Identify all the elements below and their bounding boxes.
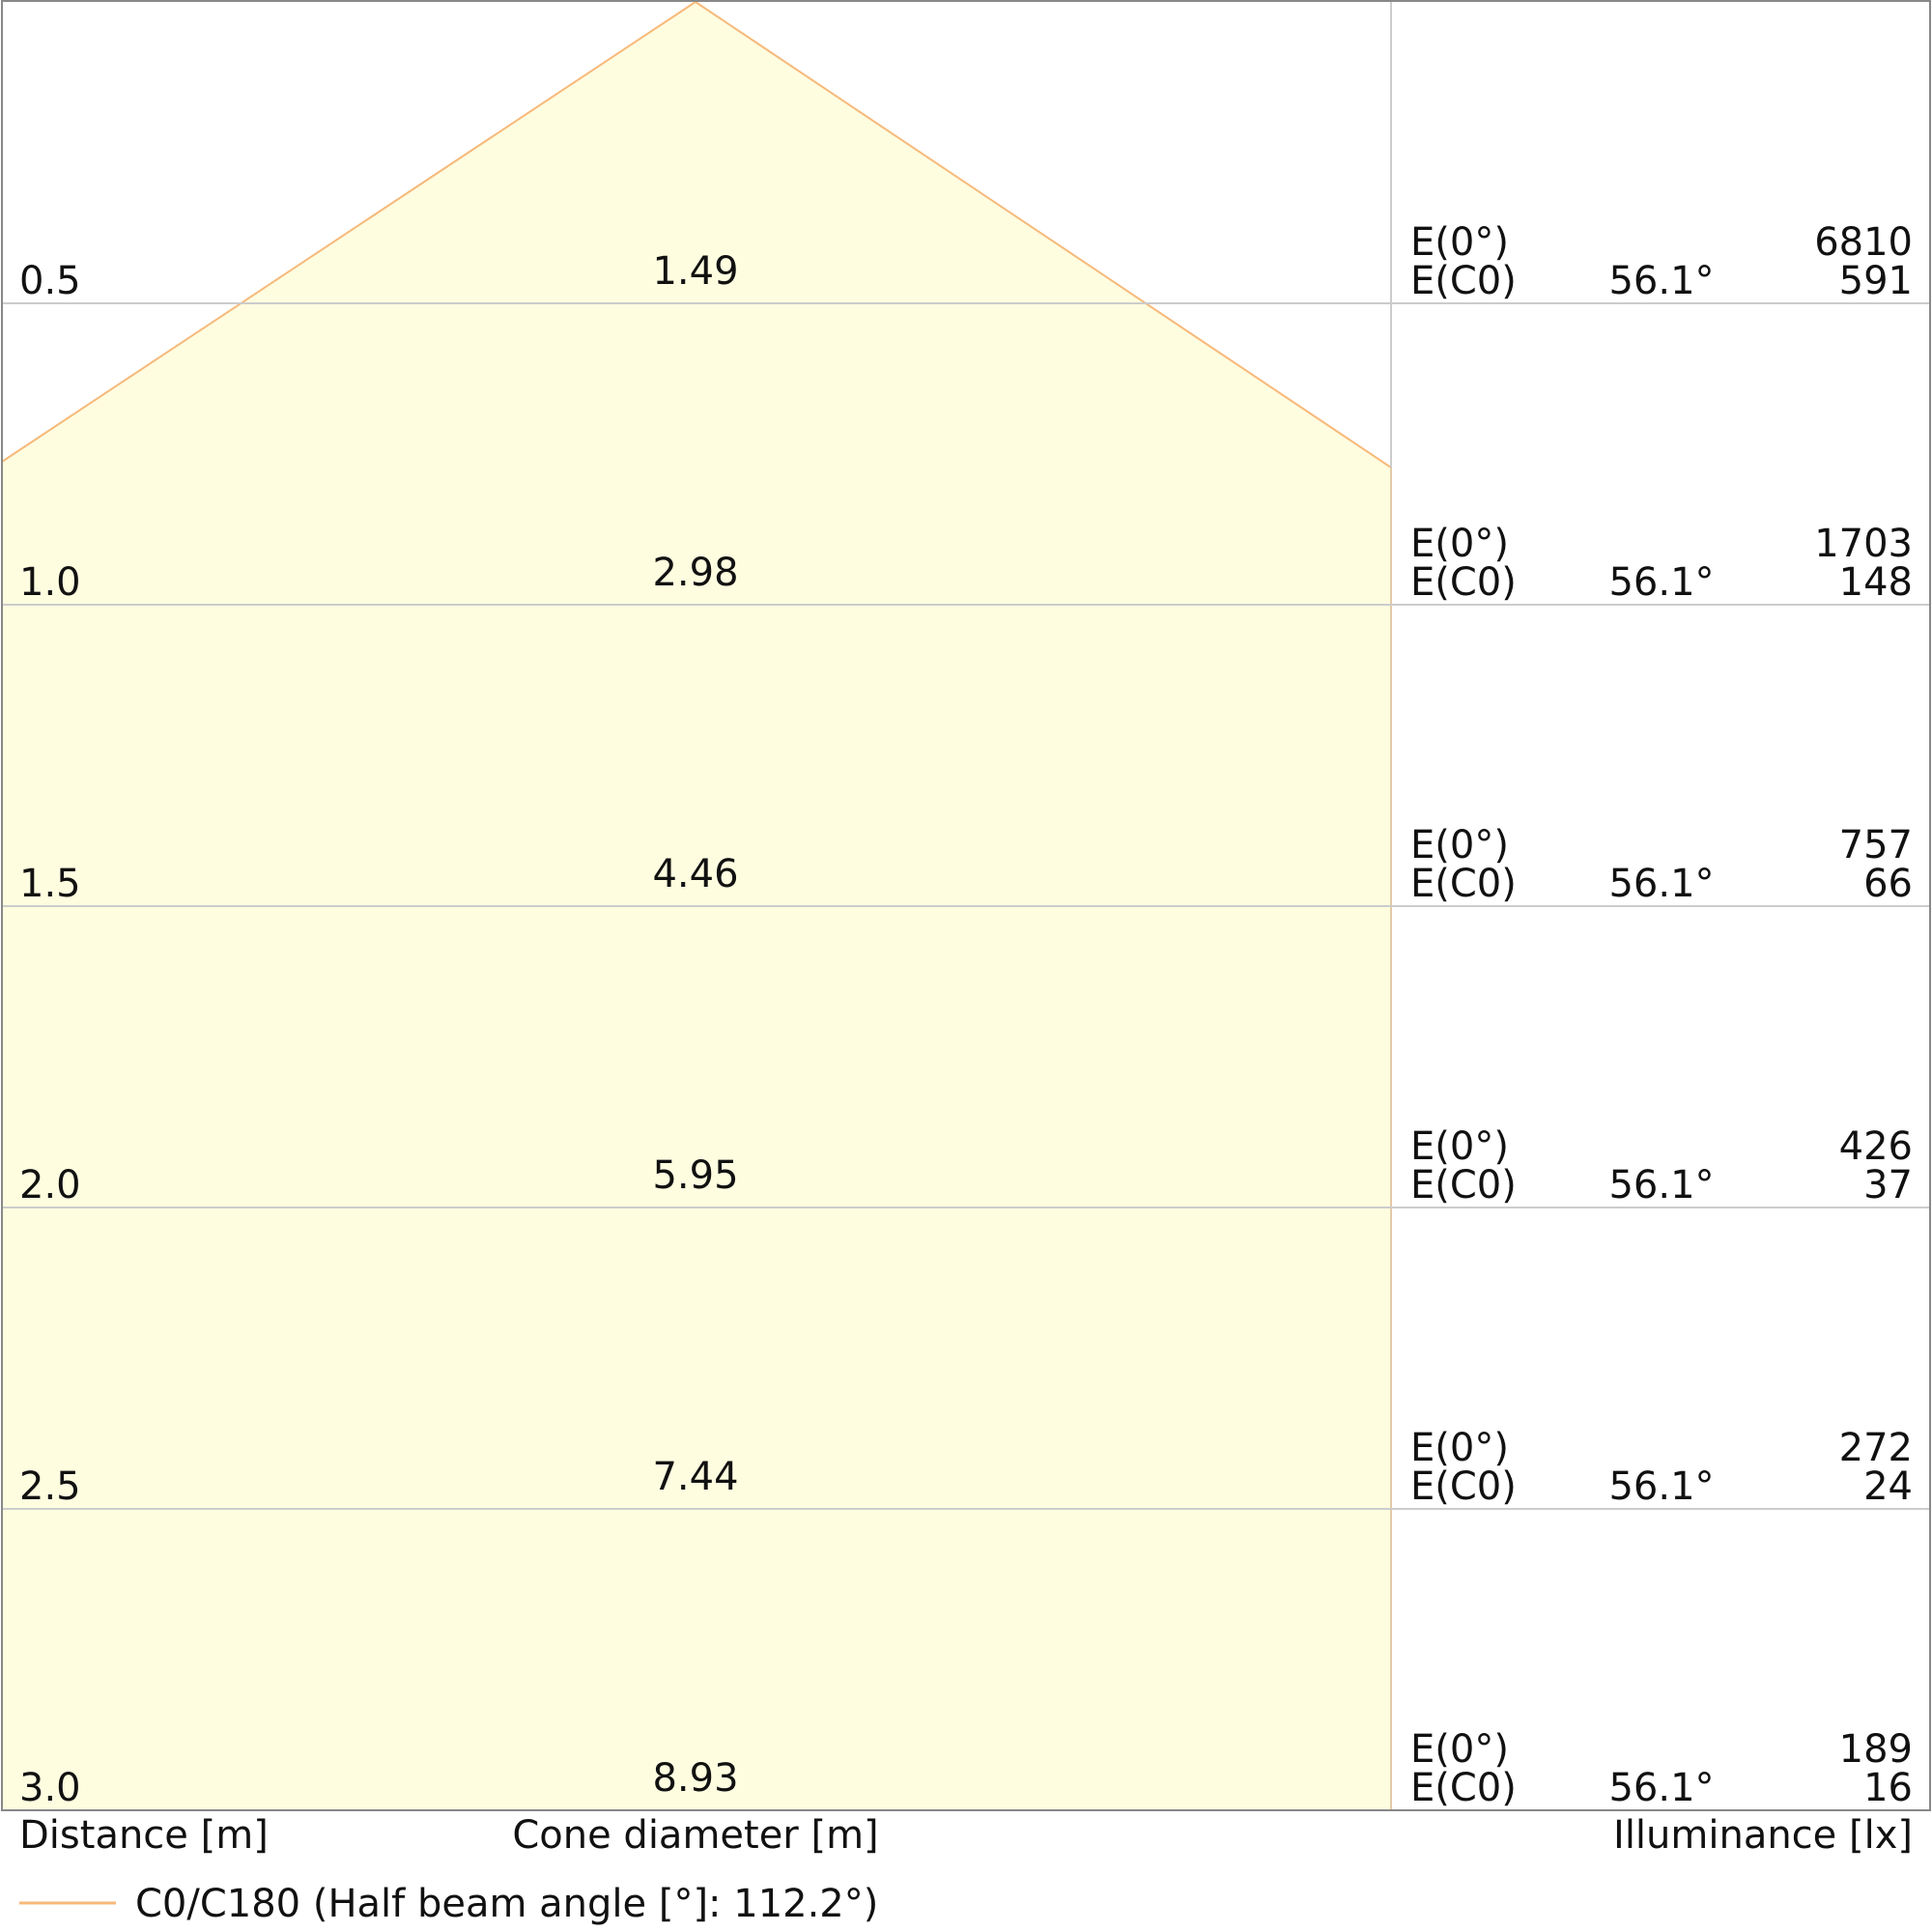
- beam-angle-label: 56.1°: [1608, 1766, 1714, 1810]
- distance-label: 1.0: [19, 560, 81, 605]
- e0-label: E(0°): [1410, 522, 1509, 566]
- cone-diameter-label: 4.46: [652, 852, 738, 896]
- beam-angle-label: 56.1°: [1608, 862, 1714, 906]
- beam-angle-label: 56.1°: [1608, 1464, 1714, 1509]
- ec0-label: E(C0): [1410, 1163, 1517, 1208]
- ec0-value: 16: [1863, 1766, 1913, 1810]
- e0-value: 189: [1839, 1727, 1913, 1772]
- e0-value: 757: [1839, 823, 1913, 867]
- illuminance-axis-label: Illuminance [lx]: [1613, 1813, 1913, 1858]
- e0-label: E(0°): [1410, 1426, 1509, 1470]
- ec0-label: E(C0): [1410, 259, 1517, 303]
- distance-label: 1.5: [19, 862, 81, 906]
- ec0-label: E(C0): [1410, 1766, 1517, 1810]
- ec0-value: 591: [1839, 259, 1913, 303]
- e0-label: E(0°): [1410, 220, 1509, 265]
- frame-layer: [1, 0, 1931, 1811]
- ec0-label: E(C0): [1410, 1464, 1517, 1509]
- e0-value: 272: [1839, 1426, 1913, 1470]
- ec0-label: E(C0): [1410, 560, 1517, 605]
- cone-diameter-label: 1.49: [652, 249, 738, 294]
- distance-label: 3.0: [19, 1766, 81, 1810]
- distance-label: 0.5: [19, 259, 81, 303]
- cone-diameter-axis-label: Cone diameter [m]: [512, 1813, 878, 1858]
- cone-diameter-label: 8.93: [652, 1756, 738, 1801]
- ec0-value: 148: [1839, 560, 1913, 605]
- distance-label: 2.0: [19, 1163, 81, 1208]
- e0-label: E(0°): [1410, 1727, 1509, 1772]
- plot-frame: [1, 0, 1931, 1811]
- e0-label: E(0°): [1410, 1124, 1509, 1169]
- distance-axis-label: Distance [m]: [19, 1813, 269, 1858]
- e0-value: 1703: [1814, 522, 1913, 566]
- ec0-value: 37: [1863, 1163, 1913, 1208]
- cone-diameter-label: 7.44: [652, 1455, 738, 1499]
- ec0-value: 66: [1863, 862, 1913, 906]
- beam-angle-label: 56.1°: [1608, 259, 1714, 303]
- legend-label: C0/C180 (Half beam angle [°]: 112.2°): [135, 1882, 878, 1926]
- beam-angle-label: 56.1°: [1608, 560, 1714, 605]
- ec0-value: 24: [1863, 1464, 1913, 1509]
- e0-label: E(0°): [1410, 823, 1509, 867]
- e0-value: 426: [1839, 1124, 1913, 1169]
- beam-angle-label: 56.1°: [1608, 1163, 1714, 1208]
- distance-label: 2.5: [19, 1464, 81, 1509]
- grid-layer: [2, 2, 1930, 1510]
- cone-diameter-label: 5.95: [652, 1153, 738, 1198]
- cone-diameter-label: 2.98: [652, 551, 738, 595]
- e0-value: 6810: [1814, 220, 1913, 265]
- ec0-label: E(C0): [1410, 862, 1517, 906]
